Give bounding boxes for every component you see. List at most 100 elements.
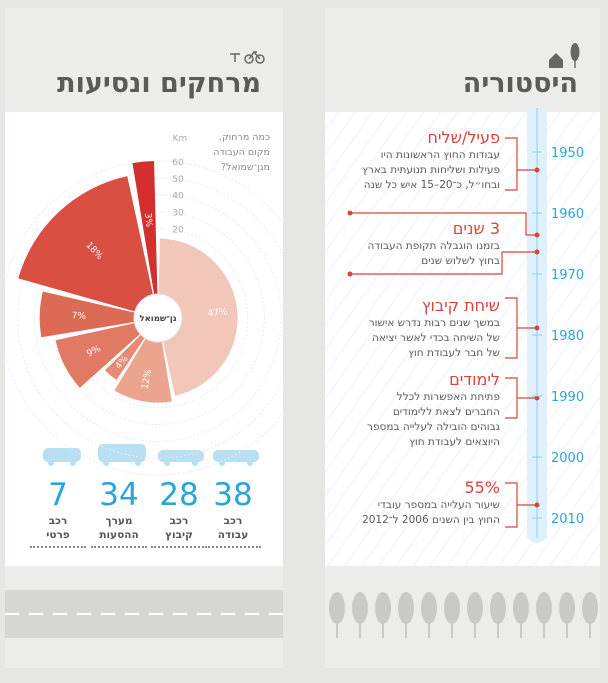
event: 55% שיעור העלייה במספר עובדי החוץ בין השני… — [362, 478, 500, 528]
year-label: 1990 — [551, 390, 584, 405]
event-title: לימודים — [449, 370, 500, 389]
event-line: פעילות ושליחות תנועתית בארץ — [362, 164, 500, 176]
year-label: 2000 — [551, 451, 584, 466]
wedge — [18, 176, 153, 312]
tree-crown — [329, 592, 345, 624]
stat-number: 28 — [159, 477, 199, 513]
subtitle-line: מגן־שמואל? — [221, 162, 270, 173]
event: 3 שנים בזמנו הוגבלה תקופת העבודה בחוץ לשלו… — [368, 219, 501, 269]
subtitle-line: כמה מרחוק, — [218, 132, 270, 143]
history-panel: 1950 1960 1970 1980 1990 2000 2010 היסטוריה פע… — [325, 8, 600, 668]
y-tick-label: 30 — [172, 209, 184, 219]
grid-circle — [51, 211, 265, 425]
tree-crown — [352, 592, 368, 624]
hub — [133, 293, 183, 343]
tree-crown — [536, 592, 552, 624]
radial-chart: 102030405060Km47%12%4%9%7%18%3%גן־שמואל — [5, 50, 283, 638]
stat-label-line: רכב — [48, 515, 68, 527]
header-icon — [230, 50, 265, 64]
wedge — [114, 338, 172, 403]
connectors — [350, 137, 537, 528]
timeline: 1950 1960 1970 1980 1990 2000 2010 — [325, 43, 600, 638]
stat-label: רכב קיבוץ — [151, 514, 207, 548]
tree-trunk — [428, 620, 430, 638]
event-line: של חבר לעבודת חוץ — [408, 347, 500, 359]
stat-label-line: רכב — [223, 515, 243, 527]
tree-crown — [467, 592, 483, 624]
stat-number: 34 — [99, 477, 139, 513]
event-line: עבודות החוץ הראשונות היו — [380, 149, 500, 161]
stat-label-line: רכב — [169, 515, 189, 527]
stat: 7 רכב פרטי — [30, 476, 86, 548]
trees-band — [325, 566, 600, 668]
panel-title: היסטוריה — [462, 68, 578, 99]
event-line: בחוץ לשלוש שנים — [421, 255, 500, 267]
event-line: החברים לצאת ללימודים — [392, 406, 500, 418]
center-label: גן־שמואל — [139, 314, 176, 324]
stat-label-line: עבודה — [217, 529, 249, 541]
tree-trunk — [497, 620, 499, 638]
tree-crown — [421, 592, 437, 624]
value-label: 3% — [142, 212, 153, 228]
event-line: פתיחת האפשרות לכלל — [396, 391, 500, 403]
event-title: 55% — [464, 478, 500, 497]
stat-label-line: מערך — [105, 515, 133, 527]
distances-panel: 102030405060Km47%12%4%9%7%18%3%גן־שמואל … — [5, 8, 283, 668]
y-tick-label: 50 — [172, 175, 184, 185]
tree-trunk — [336, 620, 338, 638]
event-line: של השיחה בכדי לאשר יציאה — [372, 332, 500, 344]
vehicle-icons — [43, 444, 259, 466]
y-tick-label: 60 — [172, 158, 184, 168]
stat: 28 רכב קיבוץ — [151, 476, 207, 548]
stat-label: רכב פרטי — [30, 514, 86, 548]
event: פעיל/שליח עבודות החוץ הראשונות היו פעילות … — [362, 128, 500, 193]
event-line: בזמנו הוגבלה תקופת העבודה — [367, 240, 501, 252]
tree-trunk — [566, 620, 568, 638]
tree-crown — [444, 592, 460, 624]
y-tick-label: 20 — [172, 225, 184, 235]
grid-circle — [34, 194, 282, 442]
event-line: היוצאים לעבודת חוץ — [409, 436, 500, 448]
event-line: גבוהים הובילה לעלייה במספר — [367, 421, 500, 433]
stat-number: 7 — [48, 477, 68, 513]
wedge — [39, 291, 135, 338]
tree-trunk — [543, 620, 545, 638]
stat-label: מערך ההסעות — [91, 514, 147, 548]
event-line: ובחו״ל, כ־20–15 איש כל שנה — [363, 179, 500, 191]
wedge — [132, 161, 158, 295]
y-axis-label: Km — [173, 134, 188, 144]
background-hatch — [325, 112, 600, 566]
panel-title: מרחקים ונסיעות — [57, 68, 261, 99]
tree-trunk — [589, 620, 591, 638]
grid-circle — [17, 177, 283, 459]
event: שיחת קיבוץ במשך שנים רבות נדרש אישור של הש… — [369, 296, 500, 361]
tree-trunk — [474, 620, 476, 638]
wedge — [158, 238, 238, 396]
stat-label-line: ההסעות — [99, 529, 139, 541]
event-title: שיחת קיבוץ — [421, 296, 500, 315]
wedge — [104, 334, 145, 380]
year-label: 1970 — [551, 268, 584, 283]
wedge — [55, 323, 141, 388]
stat: 34 מערך ההסעות — [91, 476, 147, 548]
year-label: 1980 — [551, 329, 584, 344]
stat-label: רכב עבודה — [205, 514, 261, 548]
event-line: במשך שנים רבות נדרש אישור — [368, 317, 500, 329]
tree-crown — [513, 592, 529, 624]
chart-subtitle: כמה מרחוק, מקום העבודה מגן־שמואל? — [213, 130, 270, 175]
stat-number: 38 — [213, 477, 253, 513]
year-label: 2010 — [551, 512, 584, 527]
connector-dots — [347, 167, 540, 508]
event-line: שיעור העלייה במספר עובדי — [377, 499, 500, 511]
value-label: 7% — [72, 311, 87, 321]
header-band — [5, 8, 283, 112]
y-tick-label: 40 — [172, 192, 184, 202]
event-line: החוץ בין השנים 2006 ל־2012 — [362, 514, 500, 526]
value-label: 47% — [207, 307, 228, 319]
tree-trunk — [359, 620, 361, 638]
event: לימודים פתיחת האפשרות לכלל החברים לצאת ללי… — [367, 370, 500, 450]
tree-trunk — [520, 620, 522, 638]
event-title: פעיל/שליח — [427, 128, 500, 147]
tree-crown — [582, 592, 598, 624]
stat: 38 רכב עבודה — [205, 476, 261, 548]
